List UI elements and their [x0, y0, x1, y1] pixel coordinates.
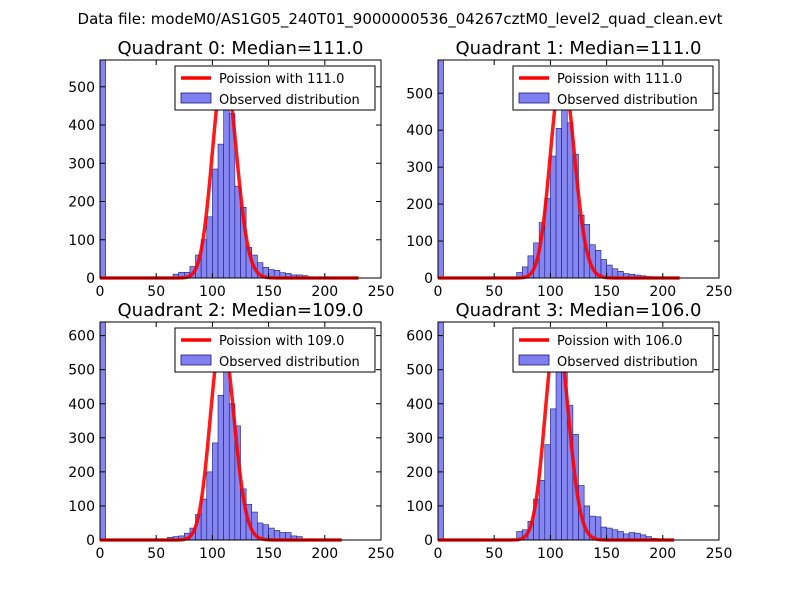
legend-bar-swatch [180, 354, 212, 366]
x-tick-label: 0 [96, 546, 105, 562]
legend-line-label: Poission with 106.0 [557, 334, 682, 349]
histogram-bar [544, 444, 551, 541]
x-tick-label: 100 [199, 546, 226, 562]
x-tick-label: 200 [311, 546, 338, 562]
histogram-bar [217, 143, 224, 279]
x-tick-label: 200 [649, 546, 676, 562]
quadrant-0-panel: 0 50 100 150 200 250 0 100 200 300 400 500 Quadrant … [68, 38, 394, 300]
panel-title: Quadrant 0: Median=111.0 [118, 38, 364, 59]
plot-frame [437, 59, 720, 279]
y-tick-label: 300 [406, 431, 433, 447]
histogram-bar [538, 480, 546, 541]
histogram-bar [223, 350, 230, 541]
histogram-bar [99, 321, 106, 541]
y-tick-label: 500 [406, 363, 433, 379]
x-tick-label: 0 [434, 284, 443, 300]
histogram-bar [555, 128, 562, 279]
histogram-bar [223, 97, 230, 279]
y-tick-label: 400 [68, 397, 95, 413]
y-tick-label: 500 [68, 80, 95, 96]
x-tick-label: 150 [255, 284, 282, 300]
legend-bar-label: Observed distribution [557, 93, 698, 108]
y-tick-label: 500 [406, 86, 433, 102]
y-tick-label: 600 [68, 329, 95, 345]
y-tick-label: 600 [406, 329, 433, 345]
y-tick-label: 500 [68, 363, 95, 379]
x-tick-label: 50 [147, 546, 165, 562]
y-tick-label: 300 [68, 431, 95, 447]
legend-bar-label: Observed distribution [219, 355, 360, 370]
y-tick-label: 0 [86, 533, 95, 549]
x-tick-label: 250 [368, 546, 395, 562]
histogram-bar [555, 360, 562, 541]
histogram-bar [212, 168, 219, 279]
x-tick-label: 50 [147, 284, 165, 300]
histogram-bar [550, 408, 557, 541]
legend-bar-label: Observed distribution [219, 93, 360, 108]
histogram-bar [595, 516, 602, 541]
x-tick-label: 150 [255, 546, 282, 562]
y-tick-label: 200 [68, 465, 95, 481]
y-tick-label: 0 [424, 271, 433, 287]
y-tick-label: 100 [406, 234, 433, 250]
y-tick-label: 200 [406, 197, 433, 213]
y-tick-label: 400 [68, 118, 95, 134]
histogram-bar [206, 471, 213, 541]
x-tick-label: 100 [199, 284, 226, 300]
panel-title: Quadrant 2: Median=109.0 [118, 300, 364, 321]
x-tick-label: 0 [96, 284, 105, 300]
plot-frame [99, 321, 382, 541]
plot-frame [437, 321, 720, 541]
histogram-bar [437, 59, 444, 279]
legend-line-label: Poission with 111.0 [219, 72, 344, 87]
panel-title: Quadrant 1: Median=111.0 [456, 38, 702, 59]
y-tick-label: 300 [406, 160, 433, 176]
legend-bar-swatch [518, 354, 550, 366]
y-tick-label: 0 [86, 271, 95, 287]
x-tick-label: 50 [485, 546, 503, 562]
x-tick-label: 0 [434, 546, 443, 562]
legend-bar-swatch [518, 92, 550, 104]
x-tick-label: 150 [593, 546, 620, 562]
x-tick-label: 100 [537, 284, 564, 300]
histogram-bar [217, 394, 224, 541]
legend-bar-swatch [180, 92, 212, 104]
y-tick-label: 200 [406, 465, 433, 481]
x-tick-label: 250 [706, 546, 733, 562]
legend-line-label: Poission with 109.0 [219, 334, 344, 349]
y-tick-label: 300 [68, 156, 95, 172]
x-tick-label: 150 [593, 284, 620, 300]
histogram-bar [212, 442, 219, 541]
x-tick-label: 100 [537, 546, 564, 562]
histogram-bar [206, 216, 213, 279]
y-tick-label: 100 [68, 233, 95, 249]
plot-frame [99, 59, 382, 279]
quadrant-3-panel: 0 50 100 150 200 250 0 100 200 300 400 500 600 Quadra… [406, 300, 732, 562]
quadrant-1-panel: 0 50 100 150 200 250 0 100 200 300 400 500 Quadrant … [406, 38, 732, 300]
y-tick-label: 100 [406, 499, 433, 515]
x-tick-label: 50 [485, 284, 503, 300]
y-tick-label: 400 [406, 123, 433, 139]
quadrant-2-panel: 0 50 100 150 200 250 0 100 200 300 400 500 600 Quadra… [68, 300, 394, 562]
x-tick-label: 250 [706, 284, 733, 300]
legend-bar-label: Observed distribution [557, 355, 698, 370]
y-tick-label: 100 [68, 499, 95, 515]
y-tick-label: 200 [68, 195, 95, 211]
histogram-bar [550, 155, 557, 279]
x-tick-label: 250 [368, 284, 395, 300]
figure-title: Data file: modeM0/AS1G05_240T01_90000005… [78, 10, 723, 29]
legend-line-label: Poission with 111.0 [557, 72, 682, 87]
histogram-bar [99, 59, 106, 279]
x-tick-label: 200 [311, 284, 338, 300]
histogram-bar [437, 321, 444, 541]
x-tick-label: 200 [649, 284, 676, 300]
panel-title: Quadrant 3: Median=106.0 [456, 300, 702, 321]
y-tick-label: 400 [406, 397, 433, 413]
y-tick-label: 0 [424, 533, 433, 549]
